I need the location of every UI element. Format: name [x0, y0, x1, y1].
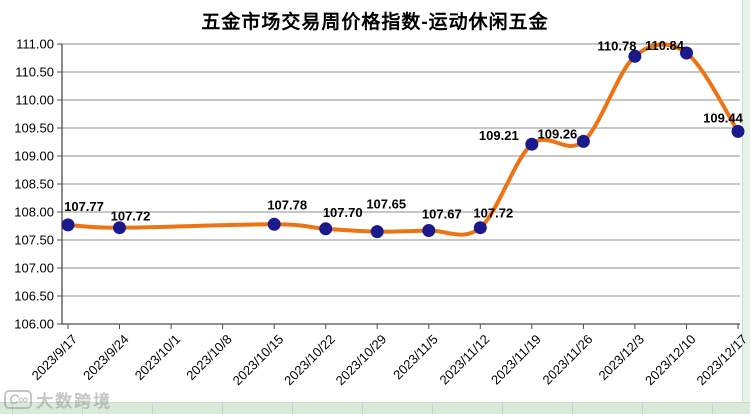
data-point-marker	[422, 224, 436, 237]
x-tick-label: 2023/11/19	[488, 332, 544, 388]
x-tick-label: 2023/10/22	[281, 332, 338, 389]
y-tick-label: 106.50	[14, 289, 54, 304]
data-label: 107.70	[323, 205, 363, 220]
data-point-marker	[731, 124, 745, 138]
x-tick-label: 2023/11/12	[436, 332, 492, 388]
x-tick-label: 2023/12/17	[693, 332, 750, 389]
spreadsheet-column-edge	[742, 0, 750, 414]
data-label: 109.21	[479, 128, 519, 143]
data-label: 107.65	[366, 197, 406, 212]
x-tick-label: 2023/10/29	[333, 332, 390, 389]
y-tick-label: 107.00	[14, 261, 54, 276]
chart-title: 五金市场交易周价格指数-运动休闲五金	[201, 12, 549, 33]
y-tick-label: 108.00	[14, 205, 54, 220]
x-tick-label: 2023/9/17	[29, 332, 81, 384]
y-tick-label: 106.00	[14, 317, 54, 332]
data-label: 107.77	[64, 199, 104, 214]
x-tick-label: 2023/10/15	[230, 332, 287, 389]
data-label: 109.26	[538, 126, 578, 141]
x-tick-label: 2023/12/3	[596, 332, 648, 384]
data-label: 107.72	[111, 209, 151, 224]
data-point-marker	[370, 225, 384, 239]
data-point-marker	[61, 218, 75, 232]
data-point-marker	[680, 46, 693, 60]
x-tick-label: 2023/9/24	[80, 332, 132, 384]
x-tick-label: 2023/11/5	[390, 332, 441, 383]
data-point-marker	[473, 221, 487, 235]
data-label: 110.84	[645, 38, 685, 53]
y-tick-label: 107.50	[14, 233, 54, 248]
data-label: 107.67	[422, 207, 462, 222]
y-tick-label: 109.50	[14, 121, 54, 136]
data-label: 110.78	[597, 38, 636, 53]
data-label: 107.72	[473, 206, 513, 221]
y-tick-label: 108.50	[14, 177, 54, 192]
y-tick-label: 109.00	[14, 149, 54, 164]
data-label: 109.44	[703, 110, 744, 125]
y-tick-label: 111.00	[16, 37, 54, 52]
y-tick-label: 110.50	[15, 65, 54, 80]
data-point-marker	[267, 217, 281, 231]
y-tick-label: 110.00	[15, 93, 54, 108]
x-tick-label: 2023/10/8	[183, 332, 235, 384]
x-tick-label: 2023/12/10	[642, 332, 699, 389]
data-point-marker	[525, 137, 539, 151]
data-point-marker	[113, 221, 126, 235]
data-label: 107.78	[267, 197, 307, 212]
spreadsheet-row-edge	[0, 402, 750, 414]
data-point-marker	[576, 134, 590, 148]
data-point-marker	[628, 49, 642, 63]
data-point-marker	[319, 222, 333, 236]
x-tick-label: 2023/10/1	[132, 332, 184, 384]
x-tick-label: 2023/11/26	[540, 332, 596, 388]
